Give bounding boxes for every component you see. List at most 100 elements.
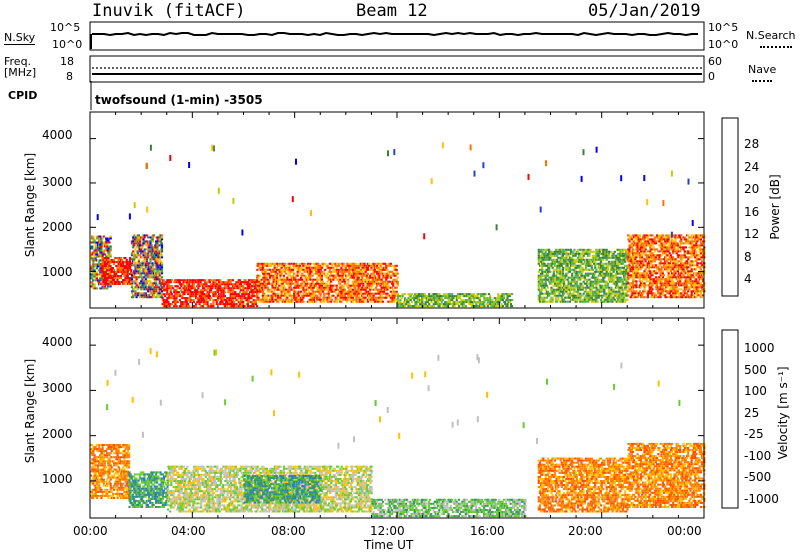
heatmap-cell [335, 288, 338, 291]
heatmap-cell [266, 290, 269, 293]
heatmap-cell [574, 282, 577, 285]
heatmap-cell [216, 299, 220, 302]
heatmap-cell [266, 298, 269, 301]
heatmap-cell [621, 296, 624, 299]
heatmap-cell [428, 295, 431, 298]
heatmap-cell [580, 252, 583, 255]
heatmap-cell [189, 295, 192, 298]
heatmap-cell [155, 272, 158, 275]
heatmap-cell [561, 276, 565, 279]
heatmap-cell [309, 286, 312, 289]
heatmap-cell [253, 287, 256, 290]
heatmap-cell [614, 300, 617, 303]
heatmap-cell [286, 282, 289, 285]
colorbar-tick-label: -1000 [744, 491, 779, 506]
heatmap-cell [90, 247, 93, 250]
heatmap-cell [166, 279, 169, 282]
heatmap-cell [621, 258, 624, 261]
heatmap-cell [246, 281, 249, 284]
heatmap-cell [610, 290, 613, 293]
heatmap-cell [198, 303, 201, 306]
heatmap-cell [321, 298, 325, 301]
heatmap-cell [265, 278, 268, 281]
heatmap-cell [506, 297, 509, 300]
heatmap-cell [93, 283, 96, 286]
heatmap-cell [92, 239, 95, 242]
heatmap-cell [388, 300, 391, 303]
heatmap-cell [556, 272, 559, 275]
heatmap-cell [368, 296, 371, 299]
heatmap-cell [363, 300, 366, 303]
heatmap-cell [433, 299, 436, 302]
heatmap-cell [603, 284, 606, 287]
heatmap-cell [506, 303, 509, 306]
heatmap-cell [150, 248, 153, 251]
heatmap-cell [119, 257, 122, 259]
heatmap-cell [302, 288, 305, 291]
heatmap-cell [621, 290, 624, 293]
heatmap-cell [628, 266, 631, 269]
heatmap-cell [158, 276, 161, 279]
heatmap-cell [302, 264, 305, 267]
heatmap-cell [148, 254, 151, 257]
heatmap-cell [545, 296, 548, 299]
heatmap-cell [101, 255, 104, 258]
heatmap-cell [238, 285, 241, 288]
heatmap-cell [612, 280, 615, 283]
heatmap-cell [614, 258, 617, 261]
heatmap-cell [483, 305, 486, 308]
heatmap-cell [280, 284, 283, 287]
heatmap-cell [283, 292, 287, 295]
heatmap-cell [624, 278, 627, 281]
heatmap-cell [391, 292, 394, 295]
heatmap-cell [286, 278, 289, 281]
heatmap-cell [157, 278, 160, 281]
heatmap-cell [549, 300, 552, 303]
heatmap-cell [130, 278, 134, 281]
heatmap-cell [141, 266, 144, 269]
heatmap-cell [137, 236, 140, 239]
heatmap-cell [358, 280, 361, 283]
heatmap-cell [548, 264, 551, 267]
heatmap-cell [239, 283, 243, 286]
heatmap-cell [389, 274, 392, 277]
heatmap-cell [589, 286, 592, 289]
heatmap-cell [300, 284, 303, 287]
heatmap-cell [183, 293, 186, 296]
heatmap-cell [317, 268, 320, 271]
heatmap-cell [342, 284, 345, 287]
heatmap-cell [92, 283, 95, 286]
heatmap-cell [263, 270, 266, 273]
heatmap-cell [197, 301, 200, 304]
heatmap-cell [265, 298, 268, 301]
heatmap-cell [380, 280, 383, 283]
heatmap-cell [563, 288, 566, 291]
heatmap-cell [169, 279, 172, 282]
heatmap-cell [155, 264, 158, 267]
heatmap-cell [91, 283, 94, 286]
heatmap-cell [633, 252, 636, 255]
heatmap-cell [333, 274, 336, 277]
heatmap-cell [280, 294, 283, 297]
heatmap-cell [560, 270, 563, 273]
heatmap-cell [220, 289, 223, 292]
heatmap-cell [92, 279, 95, 282]
heatmap-cell [369, 280, 372, 283]
heatmap-cell [541, 280, 544, 283]
heatmap-cell [110, 271, 113, 273]
heatmap-cell [599, 260, 603, 263]
heatmap-cell [344, 276, 348, 279]
heatmap-cell [394, 294, 397, 297]
heatmap-cell [279, 294, 282, 297]
heatmap-cell [160, 266, 164, 269]
heatmap-cell [333, 300, 336, 303]
heatmap-cell [621, 270, 624, 273]
heatmap-cell [253, 285, 256, 288]
heatmap-cell [579, 300, 582, 303]
heatmap-cell [633, 270, 636, 273]
heatmap-cell [611, 298, 614, 301]
heatmap-cell [300, 266, 303, 269]
heatmap-cell [476, 295, 479, 298]
heatmap-cell [118, 281, 121, 283]
heatmap-cell [605, 262, 608, 265]
